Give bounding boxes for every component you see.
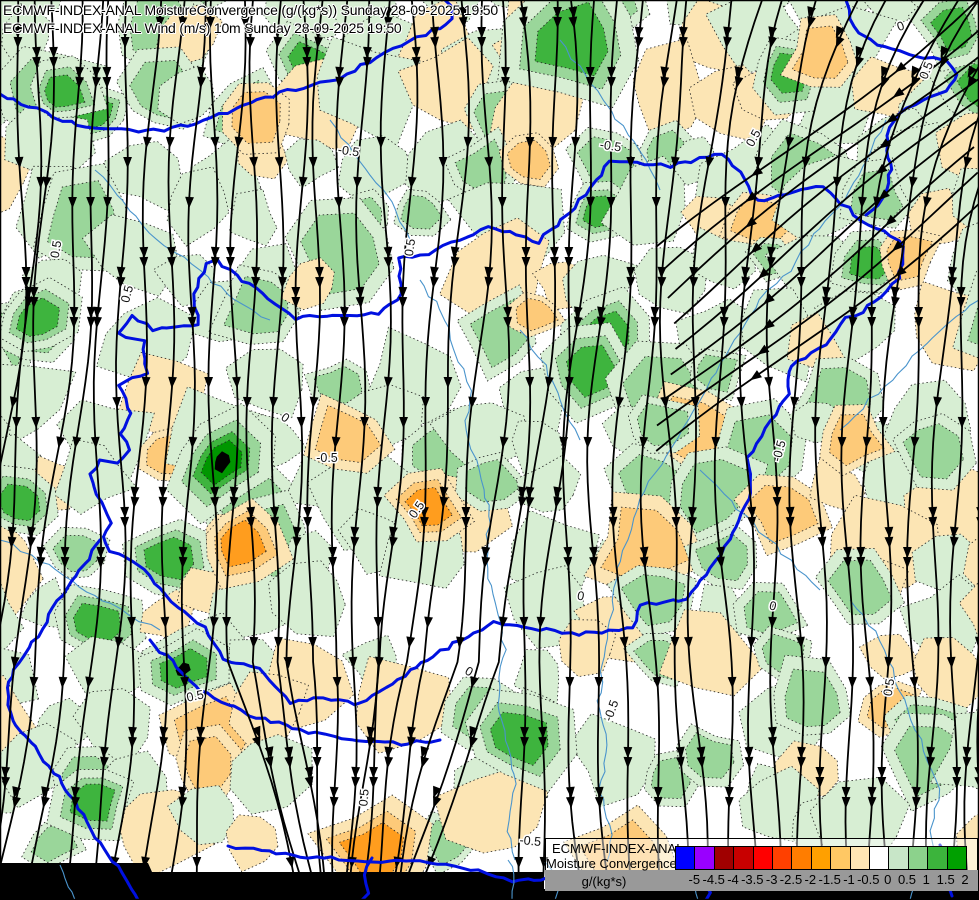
header-line-moisture: ECMWF-INDEX-ANAL MoistureConvergence (g/… [3,2,498,18]
colorbar-cell [752,847,773,869]
contour-label: -0.5 [519,833,542,849]
colorbar-tick: -4 [727,872,739,887]
contour-label: -0.5 [337,143,360,160]
colorbar-cell [810,847,831,869]
colorbar-tick: 0 [884,872,892,887]
legend-gray-strip [545,870,978,891]
legend-units: g/(kg*s) [581,874,627,889]
colorbar-tick: -2.5 [779,872,803,887]
colorbar-cell [733,847,753,869]
colorbar [675,846,967,870]
colorbar-tick: -1 [843,872,855,887]
colorbar-cell [791,847,811,869]
colorbar-cell [849,847,870,869]
colorbar-tick: 1.5 [936,872,955,887]
colorbar-tick: -4.5 [702,872,725,887]
header-line-wind: ECMWF-INDEX-ANAL Wind (m/s) 10m Sunday 2… [3,20,402,36]
contour-label: -0.5 [316,451,338,465]
contour-label: 0.5 [118,284,136,304]
colorbar-tick: 0.5 [897,872,917,887]
colorbar-cell [907,847,928,869]
colorbar-tick: 1 [922,872,930,887]
colorbar-cell [830,847,850,869]
colorbar-tick: -2 [804,872,817,887]
colorbar-tick: -1.5 [818,872,841,887]
contour-label: -0.5 [599,138,622,155]
contour-label: 0.5 [881,677,898,697]
colorbar-cell [772,847,792,869]
colorbar-cell [694,847,714,869]
legend-title: ECMWF-INDEX-ANAL [552,841,684,856]
colorbar-cell [927,847,947,869]
colorbar-cell [869,847,889,869]
contour-label: 0.5 [48,239,65,259]
map-header: ECMWF-INDEX-ANAL MoistureConvergence (g/… [3,1,498,37]
legend-subtitle: Moisture Convergence [546,856,677,871]
colorbar-cell [676,847,695,869]
contour-label: -0.5 [601,698,622,723]
colorbar-cell [946,847,967,869]
colorbar-cell [888,847,908,869]
colorbar-tick: 2 [961,872,969,887]
contour-label: 0.5 [185,687,205,704]
colorbar-tick: -5 [688,872,701,887]
colorbar-cell [713,847,734,869]
colorbar-tick: -3.5 [741,872,764,887]
contour-label: 0.5 [356,788,371,807]
contour-label: 0.5 [402,238,418,257]
colorbar-tick: -3 [765,872,778,887]
colorbar-ticks: -5 -4.5 -4 -3.5 -3 -2.5 -2 -1.5 -1 -0.5 0 0.5 1 1.5 2 [675,872,975,888]
colorbar-tick: -0.5 [857,872,880,887]
